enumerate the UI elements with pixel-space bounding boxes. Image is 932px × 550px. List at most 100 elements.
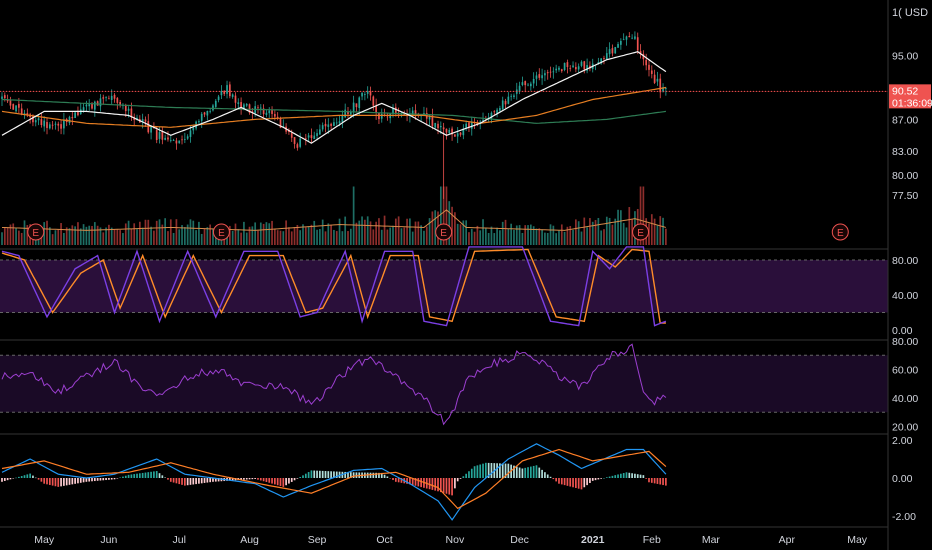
macd-histogram-bar <box>296 478 299 479</box>
volume-bar <box>532 226 535 245</box>
candle-body <box>189 130 192 137</box>
candle-body <box>445 128 448 133</box>
volume-bar <box>423 230 425 245</box>
macd-histogram-bar <box>527 467 529 478</box>
volume-bar <box>482 219 484 245</box>
earnings-marker[interactable]: E <box>831 223 849 241</box>
candle-body <box>240 102 242 110</box>
macd-histogram-bar <box>496 463 498 478</box>
candle-body <box>335 122 338 124</box>
candle-body <box>366 91 369 94</box>
volume-bar <box>245 232 248 245</box>
time-tick-label: May <box>34 534 55 546</box>
macd-histogram-bar <box>178 478 181 485</box>
volume-bar <box>487 233 490 245</box>
candle-body <box>479 121 482 124</box>
candle-body <box>507 96 510 104</box>
candle-body <box>372 96 375 106</box>
macd-histogram-bar <box>330 471 332 478</box>
volume-bar <box>133 223 136 245</box>
volume-bar <box>327 223 330 245</box>
candle-body <box>9 99 12 106</box>
candle-body <box>493 111 496 113</box>
macd-histogram-bar <box>650 478 653 483</box>
price-axis[interactable]: 95.0087.0083.0080.0077.5080.0040.000.008… <box>892 51 918 523</box>
macd-histogram-bar <box>113 478 116 480</box>
volume-bar <box>544 232 546 245</box>
volume-bar <box>265 222 268 245</box>
macd-histogram-bar <box>378 472 380 478</box>
candle-body <box>650 70 653 74</box>
time-tick-label: Nov <box>446 534 465 546</box>
macd-histogram-bar <box>468 471 470 478</box>
volume-bar <box>400 228 403 245</box>
volume-bar <box>620 210 622 245</box>
volume-bar <box>589 218 591 245</box>
candle-body <box>26 113 29 115</box>
earnings-marker[interactable]: E <box>27 223 45 241</box>
volume-bar <box>43 222 46 245</box>
candle-body <box>552 71 555 73</box>
macd-histogram-bar <box>544 472 546 478</box>
macd-histogram-bar <box>648 478 650 483</box>
candle-body <box>589 65 591 69</box>
candle-body <box>82 107 85 111</box>
moving-averages <box>1 51 667 144</box>
candle-body <box>569 67 572 69</box>
macd-histogram-bar <box>417 478 420 487</box>
volume-bar <box>279 230 282 245</box>
volume-bar <box>665 228 667 245</box>
macd-histogram-bar <box>439 478 442 493</box>
macd-histogram-bar <box>189 478 192 485</box>
currency-label[interactable]: 1( USD <box>892 7 928 19</box>
candle-body <box>293 137 296 144</box>
candle-body <box>659 78 662 93</box>
candle-body <box>532 78 535 84</box>
volume-bar <box>138 221 141 245</box>
volume-bar <box>144 219 147 245</box>
candle-body <box>341 115 344 123</box>
volume-bar <box>164 218 167 245</box>
volume-bar <box>186 224 189 245</box>
volume-bar <box>119 230 121 245</box>
macd-histogram-bar <box>127 474 130 478</box>
macd-histogram-bar <box>375 472 377 478</box>
candle-body <box>639 51 642 54</box>
volume-bar <box>285 220 287 245</box>
macd-histogram-bar <box>23 475 26 478</box>
candle-body <box>423 113 425 114</box>
macd-histogram-bar <box>665 478 667 486</box>
candle-body <box>316 133 318 137</box>
volume-bar <box>546 233 549 245</box>
candle-body <box>57 123 60 126</box>
earnings-circle <box>632 223 650 241</box>
macd-histogram-bar <box>560 478 563 485</box>
candle-body <box>439 126 442 128</box>
time-axis[interactable]: May Jun Jul Aug Sep Oct Nov Dec 2021 Feb Mar Apr May <box>34 534 868 546</box>
volume-bar <box>262 223 265 245</box>
candle-body <box>119 102 121 105</box>
candle-body <box>296 144 299 148</box>
earnings-marker[interactable]: E <box>632 223 650 241</box>
macd-histogram-bar <box>304 473 307 478</box>
volume-bar <box>372 229 375 245</box>
candle-body <box>220 90 223 96</box>
volume-bar <box>276 230 279 245</box>
volume-bar <box>338 218 341 245</box>
macd-histogram-bar <box>34 477 37 479</box>
earnings-marker[interactable]: E <box>435 223 453 241</box>
candle-body <box>333 122 335 126</box>
volume-bar <box>88 225 91 245</box>
macd-histogram-bar <box>82 478 85 483</box>
macd-histogram-bar <box>68 478 71 485</box>
earnings-marker[interactable]: E <box>212 223 230 241</box>
volume-bar <box>625 227 628 245</box>
time-tick-label: Sep <box>308 534 327 546</box>
volume-bar <box>316 229 318 245</box>
candle-body <box>645 59 648 66</box>
earnings-label: E <box>637 228 644 239</box>
volume-bar <box>26 225 29 245</box>
macd-histogram-bar <box>155 471 158 478</box>
